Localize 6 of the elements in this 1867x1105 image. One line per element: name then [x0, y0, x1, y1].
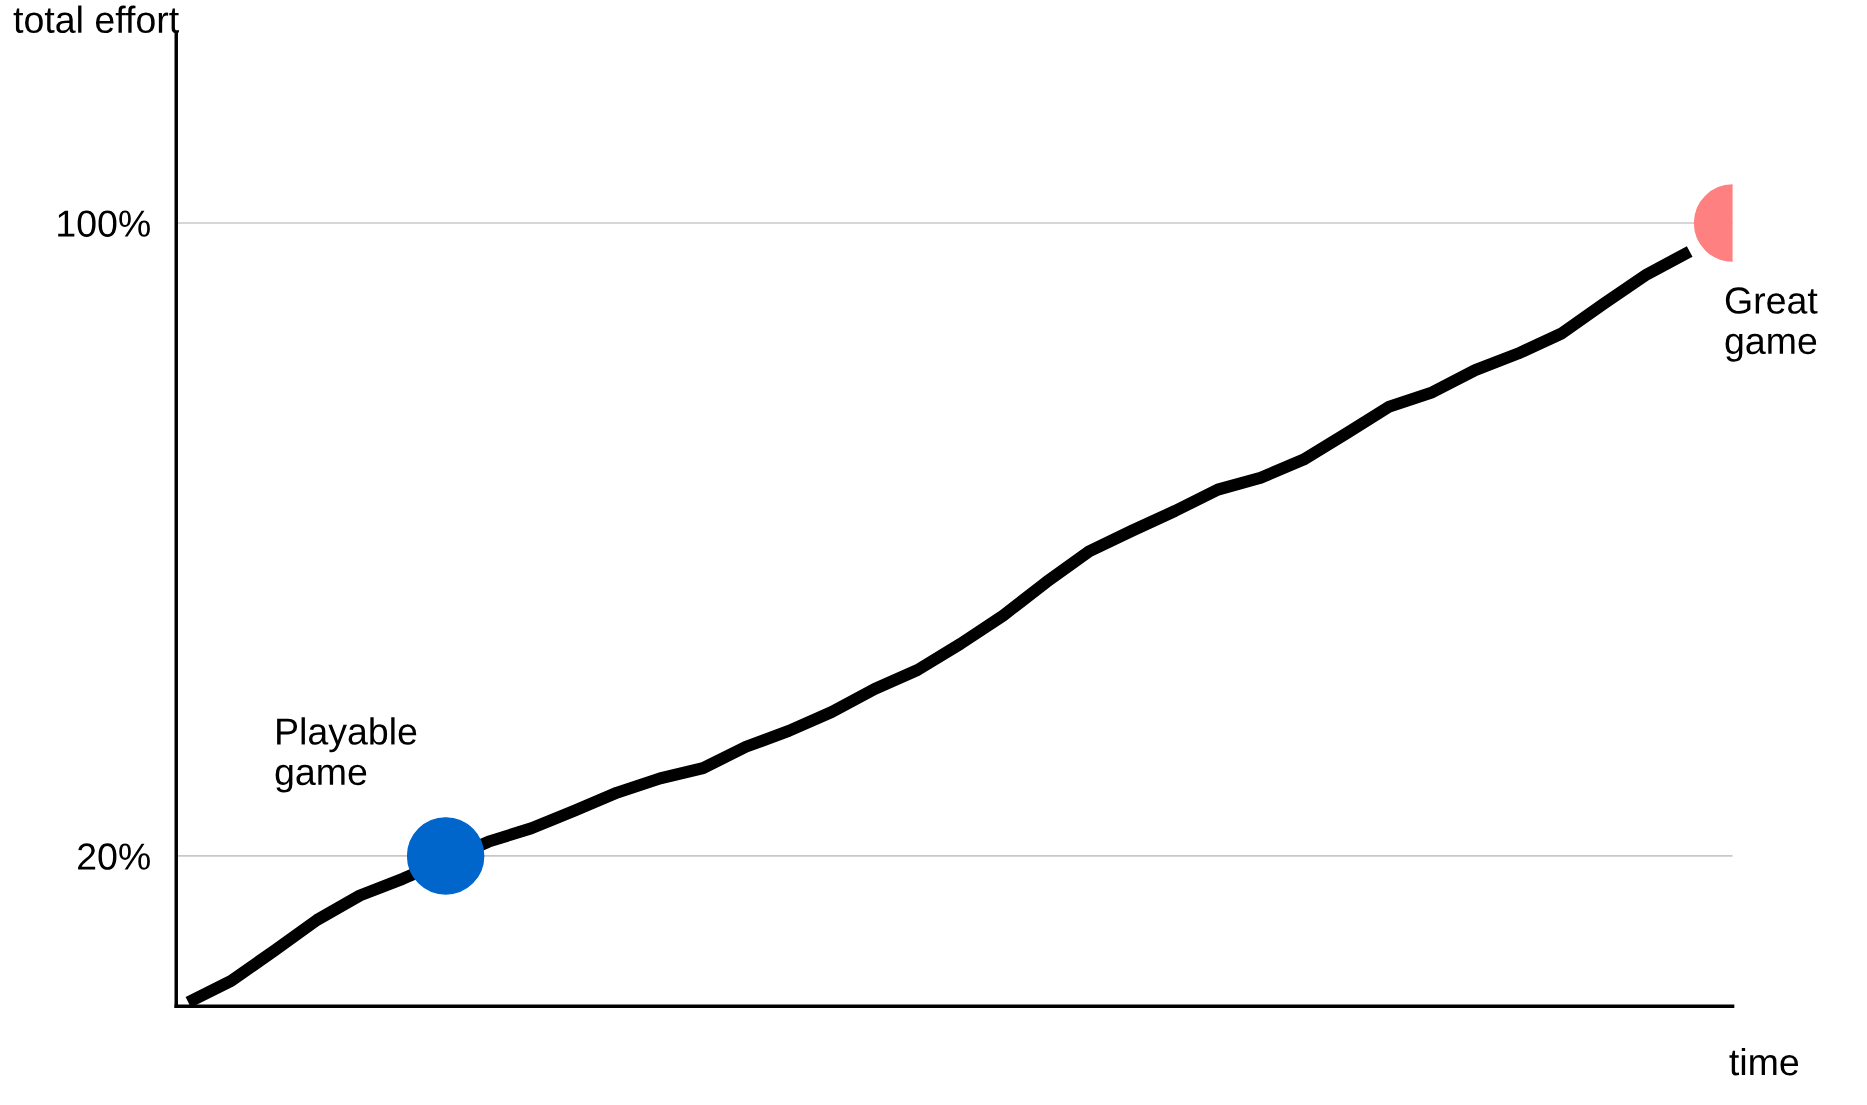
y-tick-label: 20% — [78, 843, 150, 870]
annotation: Great game — [1725, 287, 1818, 362]
x-axis-title: time — [1729, 1047, 1799, 1076]
annotation: Playable game — [275, 717, 417, 793]
y-axis-title: total effort — [13, 5, 179, 34]
y-tick-label: 100% — [58, 210, 150, 237]
